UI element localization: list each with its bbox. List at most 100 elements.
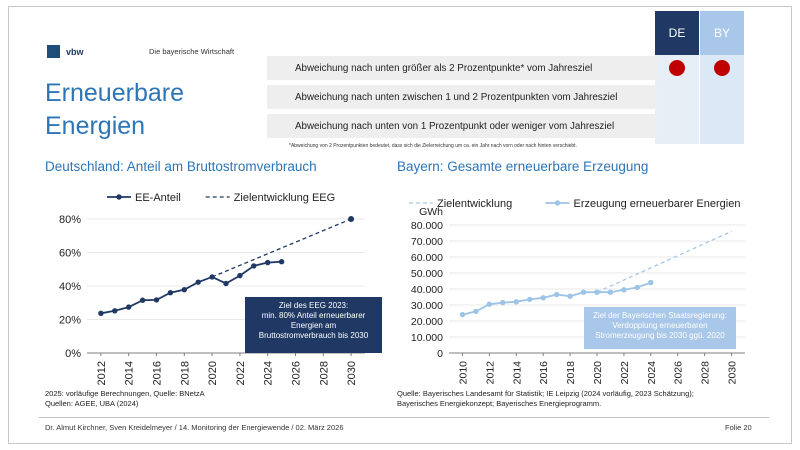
data-point [223, 280, 229, 287]
legend-marker [116, 194, 122, 200]
series-line-target [211, 218, 352, 278]
x-tick-label: 2012 [96, 361, 108, 385]
y-tick-label: 0% [65, 348, 81, 360]
footer-divider [39, 417, 769, 418]
data-point [139, 297, 146, 303]
x-tick-label: 2014 [511, 361, 523, 385]
data-point [251, 263, 257, 269]
data-point [567, 293, 573, 299]
chart-annotation-box [584, 307, 736, 349]
data-point [265, 259, 271, 266]
y-tick-label: 30.000 [411, 300, 443, 312]
y-tick-label: 10.000 [411, 332, 443, 344]
slide-number: Folie 20 [725, 423, 752, 432]
chart-annotation-text: Verdopplung erneuerbaren [612, 321, 707, 330]
left-source-line-1: 2025: vorläufige Berechnungen, Quelle: B… [45, 389, 205, 398]
legend-label: Erzeugung erneuerbarer Energien [574, 198, 741, 210]
de-column-header: DE [655, 11, 699, 55]
data-point [278, 259, 285, 265]
title-line-1: Erneuerbare [45, 79, 184, 107]
data-point [153, 297, 160, 303]
x-tick-label: 2018 [565, 361, 577, 385]
right-chart: 0 10.000 20.000 30.000 40.000 50.000 60.000 70.… [409, 198, 745, 385]
x-tick-label: 2026 [291, 361, 303, 385]
deviation-footnote: *Abweichung von 2 Prozentpunkten bedeute… [289, 143, 577, 149]
data-point [126, 304, 132, 310]
x-tick-label: 2022 [235, 361, 247, 385]
chart-annotation-text: Energien am [291, 321, 337, 330]
data-point [486, 301, 493, 307]
y-tick-label: 50.000 [411, 268, 443, 280]
de-status-dot [669, 60, 685, 76]
target-end-point [348, 216, 355, 222]
data-point [648, 279, 654, 286]
logo-subtitle: Die bayerische Wirtschaft [149, 47, 235, 56]
page-title: Erneuerbare Energien [45, 77, 265, 143]
data-point [500, 299, 506, 306]
y-tick-label: 20.000 [411, 316, 443, 328]
data-point [473, 308, 479, 315]
data-point [607, 289, 614, 295]
footer-authors: Dr. Almut Kirchner, Sven Kreidelmeyer / … [45, 423, 344, 432]
data-point [195, 279, 201, 285]
y-tick-label: 0 [437, 348, 443, 360]
right-chart-heading: Bayern: Gesamte erneuerbare Erzeugung [397, 159, 649, 174]
deviation-row-large: Abweichung nach unten größer als 2 Proze… [267, 56, 657, 80]
chart-annotation-text: Ziel des EEG 2023: [279, 301, 348, 310]
chart-annotation-text: Ziel der Bayerischen Staatsregierung: [593, 311, 727, 320]
chart-annotation-text: Bruttostromverbrauch bis 2030 [259, 331, 369, 340]
data-point [181, 286, 187, 293]
y-tick-label: 60% [59, 248, 81, 260]
deviation-row-medium: Abweichung nach unten zwischen 1 und 2 P… [267, 85, 657, 109]
slide: vbw Die bayerische Wirtschaft Erneuerbar… [8, 6, 792, 444]
legend-marker [554, 200, 561, 206]
x-tick-label: 2022 [619, 361, 631, 385]
y-tick-label: 40% [59, 281, 81, 293]
legend-label: EE-Anteil [135, 192, 181, 204]
deviation-row-small: Abweichung nach unten von 1 Prozentpunkt… [267, 114, 657, 138]
data-point [540, 295, 546, 301]
data-point [459, 311, 466, 318]
x-tick-label: 2028 [700, 361, 712, 385]
x-tick-label: 2012 [484, 361, 496, 385]
data-point [621, 287, 627, 293]
by-status-dot [714, 60, 730, 76]
right-chart-source: Quelle: Bayerisches Landesamt für Statis… [397, 389, 694, 409]
x-tick-label: 2030 [346, 361, 358, 385]
vbw-logo: vbw [47, 45, 84, 58]
data-point [594, 289, 600, 295]
chart-annotation-text: Stromerzeugung bis 2030 ggü. 2020 [595, 331, 725, 340]
y-tick-label: 80.000 [411, 220, 443, 232]
data-point [527, 296, 533, 303]
y-tick-label: 40.000 [411, 284, 443, 296]
legend-label: Zielentwicklung [437, 198, 512, 210]
data-point [634, 284, 641, 291]
data-point [553, 291, 560, 298]
y-tick-label: 60.000 [411, 252, 443, 264]
left-chart-source: 2025: vorläufige Berechnungen, Quelle: B… [45, 389, 205, 409]
logo-square-icon [47, 45, 60, 58]
data-point [237, 272, 243, 279]
by-column-header: BY [700, 11, 744, 55]
y-tick-label: 20% [59, 315, 81, 327]
data-point [112, 308, 118, 314]
left-chart: 0% 20% 40% 60% 80% 2012 2014 2016 2018 2020 2022 20… [59, 192, 382, 385]
legend-label: Zielentwicklung EEG [234, 192, 336, 204]
data-point [513, 299, 519, 305]
chart-annotation-text: min. 80% Anteil erneuerbarer [262, 311, 366, 320]
x-tick-label: 2030 [727, 361, 739, 385]
x-tick-label: 2024 [646, 361, 658, 385]
left-chart-heading: Deutschland: Anteil am Bruttostromverbra… [45, 159, 317, 174]
chart-annotation-box [245, 297, 382, 353]
x-tick-label: 2016 [152, 361, 164, 385]
right-source-line-1: Quelle: Bayerisches Landesamt für Statis… [397, 389, 694, 398]
x-tick-label: 2014 [124, 361, 136, 385]
left-source-line-2: Quellen: AGEE, UBA (2024) [45, 399, 139, 408]
y-tick-label: 70.000 [411, 236, 443, 248]
title-line-2: Energien [45, 112, 146, 140]
series-line-target [596, 230, 732, 293]
x-tick-label: 2020 [592, 361, 604, 385]
x-tick-label: 2018 [179, 361, 191, 385]
x-tick-label: 2020 [207, 361, 219, 385]
logo-text: vbw [66, 46, 84, 57]
